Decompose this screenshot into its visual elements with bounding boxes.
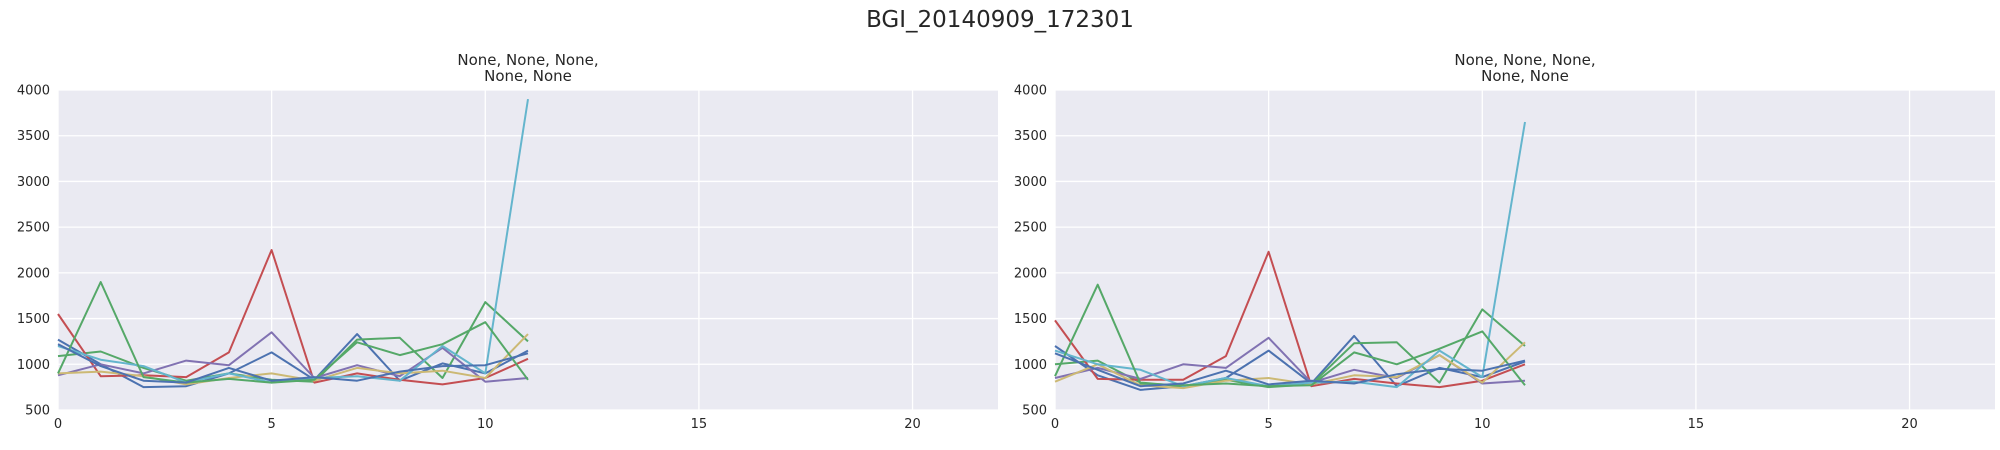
y-tick-label: 1000 [1014, 358, 1047, 373]
y-tick-label: 3000 [1014, 175, 1047, 190]
series-line-5 [1054, 341, 1526, 390]
series-line-5 [57, 333, 529, 386]
figure-title: BGI_20140909_172301 [866, 7, 1134, 33]
series-line-8 [57, 343, 529, 384]
y-tick-label: 500 [25, 404, 50, 419]
x-tick-label: 15 [691, 417, 708, 432]
plot-background [58, 90, 998, 410]
x-tick-label: 5 [267, 417, 275, 432]
y-tick-label: 3500 [17, 129, 50, 144]
series-line-7 [57, 281, 529, 384]
series-line-7 [1054, 283, 1526, 388]
y-tick-label: 3500 [1014, 129, 1047, 144]
chart-title-line-1: None, None, None, [1454, 51, 1595, 69]
y-tick-label: 4000 [17, 84, 50, 99]
x-tick-label: 10 [477, 417, 494, 432]
plot-area [57, 89, 998, 411]
chart-title-line-2: None, None [1481, 67, 1569, 85]
y-tick-label: 3000 [17, 175, 50, 190]
y-tick-label: 1500 [17, 312, 50, 327]
y-tick-label: 2500 [17, 221, 50, 236]
y-tick-label: 4000 [1014, 84, 1047, 99]
chart-panel-right: None, None, None, None, None 500 1000 1500… [1014, 51, 1995, 432]
x-tick-label: 5 [1264, 417, 1272, 432]
x-tick-label: 15 [1688, 417, 1705, 432]
y-tick-label: 500 [1022, 404, 1047, 419]
series-line-8 [1054, 352, 1526, 388]
y-tick-label: 1000 [17, 358, 50, 373]
x-tick-label: 20 [1901, 417, 1918, 432]
x-tick-label: 20 [904, 417, 921, 432]
x-tick-label: 0 [1051, 417, 1059, 432]
series-line-3 [1054, 250, 1526, 389]
y-tick-label: 2000 [1014, 266, 1047, 281]
plot-area [1054, 89, 1995, 411]
x-tick-label: 0 [54, 417, 62, 432]
y-tick-label: 2000 [17, 266, 50, 281]
series-line-4 [57, 331, 529, 383]
x-tick-label: 10 [1474, 417, 1491, 432]
chart-panel-left: None, None, None, None, None 500 1000 1500… [17, 51, 998, 432]
y-tick-label: 2500 [1014, 221, 1047, 236]
y-tick-label: 1500 [1014, 312, 1047, 327]
chart-title-line-1: None, None, None, [457, 51, 598, 69]
plot-background [1055, 90, 1995, 410]
chart-title-line-2: None, None [484, 67, 572, 85]
